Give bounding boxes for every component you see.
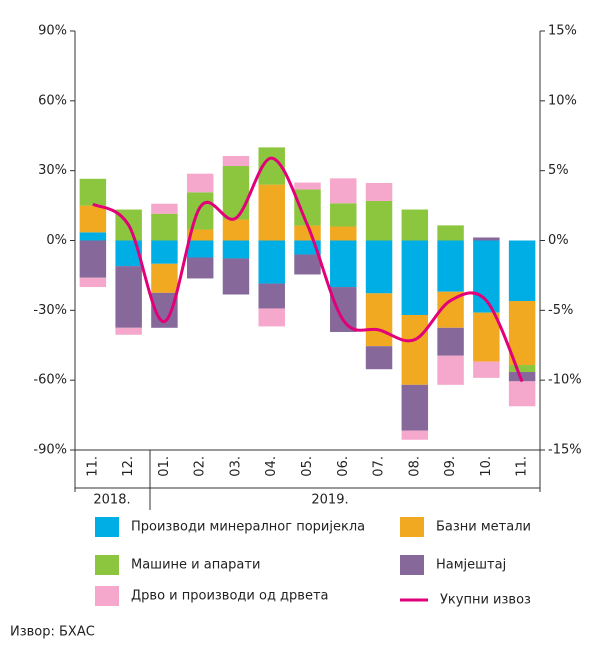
legend-label: Укупни извоз <box>440 593 531 608</box>
bar-segment <box>115 266 142 328</box>
bar-segment <box>258 283 285 309</box>
bar-segment <box>401 240 429 315</box>
bar-segment <box>330 203 357 227</box>
bar-segment <box>365 293 393 347</box>
bar-segment <box>437 225 464 241</box>
x-tick-label: 02. <box>193 456 208 477</box>
y-tick-label: -90% <box>33 443 67 458</box>
legend-label: Производи минералног поријекла <box>131 520 365 535</box>
bar-segment <box>186 257 214 279</box>
legend-label: Дрво и производи од дрвета <box>131 589 329 604</box>
bar-segment <box>115 327 142 335</box>
year-label: 2019. <box>311 493 348 508</box>
bar-segment <box>401 209 429 241</box>
bar-segment <box>294 254 321 275</box>
bar-segment <box>79 240 107 278</box>
bar-segment <box>365 346 393 370</box>
bar-segment <box>508 365 536 373</box>
bar-segment <box>508 372 536 382</box>
bar-segment <box>186 192 214 230</box>
x-tick-label: 04. <box>264 456 279 477</box>
bar-segment <box>79 178 107 206</box>
bar-segment <box>151 240 178 264</box>
bar-segment <box>222 240 250 259</box>
legend-label: Намјештај <box>436 558 506 573</box>
bar-segment <box>294 182 321 190</box>
y-tick-label: 90% <box>38 24 67 39</box>
legend-label: Машине и апарати <box>131 558 260 573</box>
legend-swatch <box>95 586 119 606</box>
bar-segment <box>330 287 357 332</box>
bar-segment <box>258 240 285 284</box>
y2-tick-label: -5% <box>548 303 573 318</box>
bar-segment <box>473 237 500 241</box>
bar-segment <box>79 232 107 241</box>
bar-segment <box>437 355 464 385</box>
bar-segment <box>294 225 321 241</box>
x-tick-label: 01. <box>157 456 172 477</box>
x-tick-label: 06. <box>336 456 351 477</box>
y-tick-label: 30% <box>38 163 67 178</box>
legend-swatch <box>400 555 424 575</box>
bar-segment <box>330 226 357 241</box>
y-tick-label: 60% <box>38 93 67 108</box>
bar-segment <box>258 308 285 327</box>
bar-segment <box>294 189 321 226</box>
bar-segment <box>186 240 214 258</box>
y-tick-label: 0% <box>46 233 67 248</box>
year-label: 2018. <box>93 493 130 508</box>
bar-segment <box>401 314 429 385</box>
x-tick-label: 05. <box>300 456 315 477</box>
x-tick-label: 10. <box>479 456 494 477</box>
bar-segment <box>186 173 214 193</box>
legend-swatch <box>95 517 119 537</box>
bar-segment <box>79 277 107 288</box>
y2-tick-label: 5% <box>548 163 569 178</box>
bar-segment <box>365 200 393 241</box>
bar-segment <box>330 178 357 204</box>
y2-tick-label: 0% <box>548 233 569 248</box>
legend-swatch <box>95 555 119 575</box>
x-tick-label: 09. <box>443 456 458 477</box>
bar-segment <box>508 240 536 302</box>
bar-segment <box>473 312 500 362</box>
y-tick-label: -30% <box>33 303 67 318</box>
bar-segment <box>473 361 500 378</box>
x-tick-label: 08. <box>407 456 422 477</box>
bar-segment <box>222 166 250 220</box>
legend-swatch <box>400 517 424 537</box>
x-tick-label: 03. <box>228 456 243 477</box>
x-tick-label: 07. <box>372 456 387 477</box>
y2-tick-label: -15% <box>548 443 582 458</box>
y2-tick-label: 10% <box>548 93 577 108</box>
bar-segment <box>508 301 536 366</box>
x-tick-label: 11. <box>85 456 100 477</box>
source: Извор: БХАС <box>10 625 95 640</box>
bar-segment <box>508 381 536 407</box>
bar-segment <box>401 430 429 440</box>
y2-tick-label: -10% <box>548 373 582 388</box>
bar-segment <box>222 258 250 295</box>
bar-segment <box>151 213 178 241</box>
legend-label: Базни метали <box>436 520 531 535</box>
y-tick-label: -60% <box>33 373 67 388</box>
x-tick-label: 11. <box>515 456 530 477</box>
bar-segment <box>365 240 393 294</box>
bar-segment <box>365 183 393 201</box>
bar-segment <box>258 184 285 241</box>
bar-segment <box>186 229 214 241</box>
bar-segment <box>222 219 250 241</box>
bar-segment <box>151 263 178 293</box>
line-series <box>92 156 524 383</box>
bar-segment <box>151 203 178 214</box>
bar-segment <box>330 240 357 288</box>
x-tick-label: 12. <box>121 456 136 477</box>
bar-segment <box>437 327 464 356</box>
bar-segment <box>437 240 464 292</box>
bar-segment <box>222 156 250 167</box>
y2-tick-label: 15% <box>548 24 577 39</box>
bar-segment <box>79 205 107 233</box>
bar-segment <box>401 384 429 431</box>
